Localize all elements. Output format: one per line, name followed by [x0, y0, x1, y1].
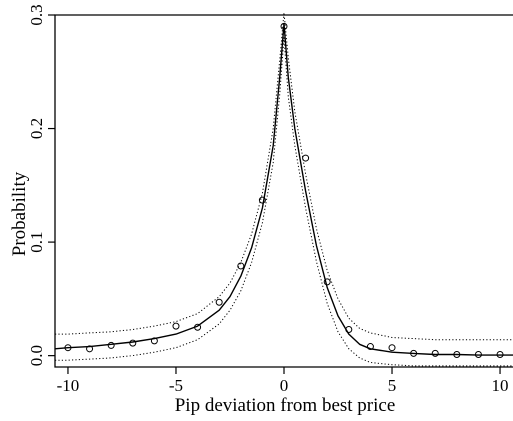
data-point: [129, 339, 137, 347]
y-axis-label: Probability: [9, 171, 30, 256]
x-tick-label: -10: [57, 376, 80, 395]
data-point: [388, 344, 396, 352]
data-point: [431, 349, 439, 357]
fitted-curve: [54, 23, 513, 356]
x-tick-label: 5: [388, 376, 397, 395]
data-point: [172, 322, 180, 330]
x-tick-label: 10: [492, 376, 509, 395]
data-point: [258, 196, 266, 204]
data-point: [302, 154, 310, 162]
data-point: [237, 262, 245, 270]
lower-band-line: [55, 37, 513, 367]
data-point: [150, 337, 158, 345]
y-tick-label: 0.0: [27, 345, 46, 366]
data-point: [86, 345, 94, 353]
y-tick-label: 0.1: [27, 231, 46, 252]
plot-area: [54, 12, 513, 367]
x-axis-label: Pip deviation from best price: [175, 395, 396, 416]
upper-band-line: [55, 12, 513, 341]
axes: -10 -5 0 5 10 0.0 0.1 0.2 0.3: [27, 4, 513, 395]
data-point: [107, 341, 115, 349]
data-point: [366, 343, 374, 351]
axis-frame: [54, 14, 513, 368]
x-tick-label: 0: [280, 376, 289, 395]
x-tick-label: -5: [169, 376, 183, 395]
data-point: [215, 298, 223, 306]
y-tick-label: 0.3: [27, 4, 46, 25]
y-tick-label: 0.2: [27, 118, 46, 139]
